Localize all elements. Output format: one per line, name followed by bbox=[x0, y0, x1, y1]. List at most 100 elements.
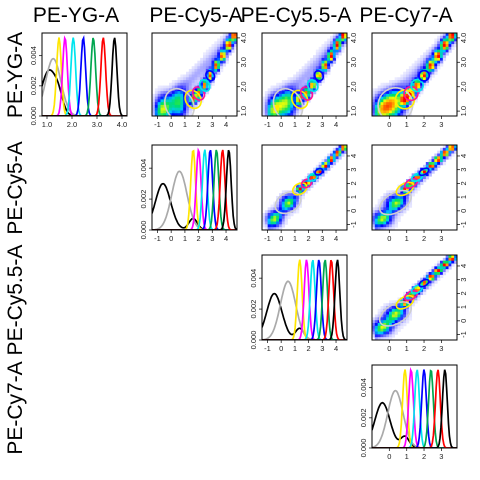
density-cell bbox=[154, 99, 159, 103]
density-cell bbox=[163, 91, 167, 95]
density-cell bbox=[397, 317, 401, 321]
density-cell bbox=[425, 60, 430, 64]
x-tick-label: 1 bbox=[293, 234, 297, 243]
density-cell bbox=[231, 33, 235, 37]
density-cell bbox=[160, 113, 164, 116]
density-cell bbox=[180, 77, 184, 81]
density-cell bbox=[372, 113, 376, 116]
panel-pe-yg-a-vs-pe-cy7-a: 1.02.03.04.00 1 2 3 bbox=[371, 32, 468, 129]
density-cell bbox=[406, 196, 410, 200]
density-cell bbox=[157, 88, 161, 92]
density-cell bbox=[414, 71, 418, 75]
density-cell bbox=[188, 113, 193, 116]
density-cell bbox=[448, 38, 452, 42]
x-tick-label: 2 bbox=[197, 120, 201, 129]
density-cell bbox=[188, 82, 193, 86]
density-cell bbox=[386, 104, 390, 109]
density-cell bbox=[332, 38, 337, 42]
density-cell bbox=[217, 55, 221, 59]
density-curve-3 bbox=[262, 259, 347, 340]
density-cell bbox=[380, 93, 384, 98]
density-cell bbox=[377, 102, 381, 106]
density-cell bbox=[293, 204, 297, 208]
y-tick-label: 4 bbox=[459, 154, 468, 158]
y-tick-label: 0.004 bbox=[359, 378, 368, 397]
density-cell bbox=[397, 207, 401, 211]
density-cell bbox=[321, 66, 325, 70]
density-cell bbox=[448, 44, 452, 48]
x-tick-label: 0 bbox=[279, 344, 283, 353]
density-cell bbox=[386, 113, 390, 116]
density-cell bbox=[408, 96, 413, 100]
gate-ellipse-5 bbox=[418, 278, 430, 288]
density-cell bbox=[389, 306, 393, 310]
density-cell bbox=[442, 41, 447, 45]
density-cell bbox=[301, 71, 305, 75]
density-cell bbox=[191, 77, 195, 81]
density-cell bbox=[420, 57, 424, 62]
density-cell bbox=[437, 49, 441, 53]
density-cell bbox=[330, 38, 334, 42]
density-cell bbox=[397, 328, 401, 332]
density-cell bbox=[454, 257, 457, 262]
density-cell bbox=[389, 196, 393, 200]
density-cell bbox=[307, 88, 311, 92]
density-cell bbox=[327, 49, 331, 53]
y-tick-label: 1.0 bbox=[239, 106, 248, 116]
density-cell bbox=[321, 44, 325, 48]
density-cell bbox=[403, 198, 407, 203]
density-cell bbox=[287, 99, 291, 103]
density-cell bbox=[391, 96, 396, 100]
density-cell bbox=[327, 153, 331, 157]
density-cell bbox=[389, 300, 393, 304]
density-cell bbox=[437, 66, 441, 70]
density-cell bbox=[188, 91, 193, 95]
density-cell bbox=[205, 63, 210, 67]
density-cell bbox=[327, 60, 331, 64]
density-cell bbox=[267, 227, 271, 230]
density-cell bbox=[442, 38, 447, 42]
density-cell bbox=[234, 46, 237, 50]
density-cell bbox=[281, 213, 286, 217]
density-cell bbox=[451, 260, 455, 264]
density-cell bbox=[180, 96, 184, 100]
density-cell bbox=[163, 88, 167, 92]
density-cell bbox=[425, 173, 430, 177]
density-cell bbox=[400, 82, 404, 86]
gate-ellipse-5 bbox=[418, 69, 431, 82]
density-cell bbox=[386, 96, 390, 100]
panel-plot-area bbox=[152, 147, 237, 230]
density-cell bbox=[222, 57, 227, 62]
density-cell bbox=[440, 263, 444, 267]
x-tick-label: 3.0 bbox=[92, 120, 102, 129]
density-cell bbox=[180, 91, 184, 95]
density-cell bbox=[431, 68, 435, 73]
density-cell bbox=[293, 74, 297, 78]
density-cell bbox=[431, 46, 435, 50]
density-cell bbox=[296, 77, 300, 81]
density-cell bbox=[273, 227, 277, 230]
density-cell bbox=[220, 66, 224, 70]
density-cell bbox=[338, 145, 342, 149]
density-cell bbox=[391, 193, 396, 197]
density-cell bbox=[391, 91, 396, 95]
density-cell bbox=[279, 204, 283, 208]
density-cell bbox=[284, 99, 288, 103]
density-cell bbox=[391, 300, 396, 304]
density-cell bbox=[377, 337, 381, 340]
density-cell bbox=[397, 187, 401, 191]
x-tick-label: 1 bbox=[183, 120, 187, 129]
density-cell bbox=[437, 57, 441, 62]
density-cell bbox=[267, 99, 271, 103]
y-tick-label: 1 bbox=[459, 195, 468, 199]
density-cell bbox=[186, 113, 190, 116]
density-cell bbox=[420, 280, 424, 284]
density-cell bbox=[437, 38, 441, 42]
density-cell bbox=[270, 221, 274, 225]
density-cell bbox=[324, 167, 328, 171]
density-cell bbox=[420, 77, 424, 81]
density-cell bbox=[391, 314, 396, 318]
density-cell bbox=[267, 215, 271, 220]
density-cell bbox=[296, 207, 300, 211]
x-tick-label: 2 bbox=[307, 344, 311, 353]
